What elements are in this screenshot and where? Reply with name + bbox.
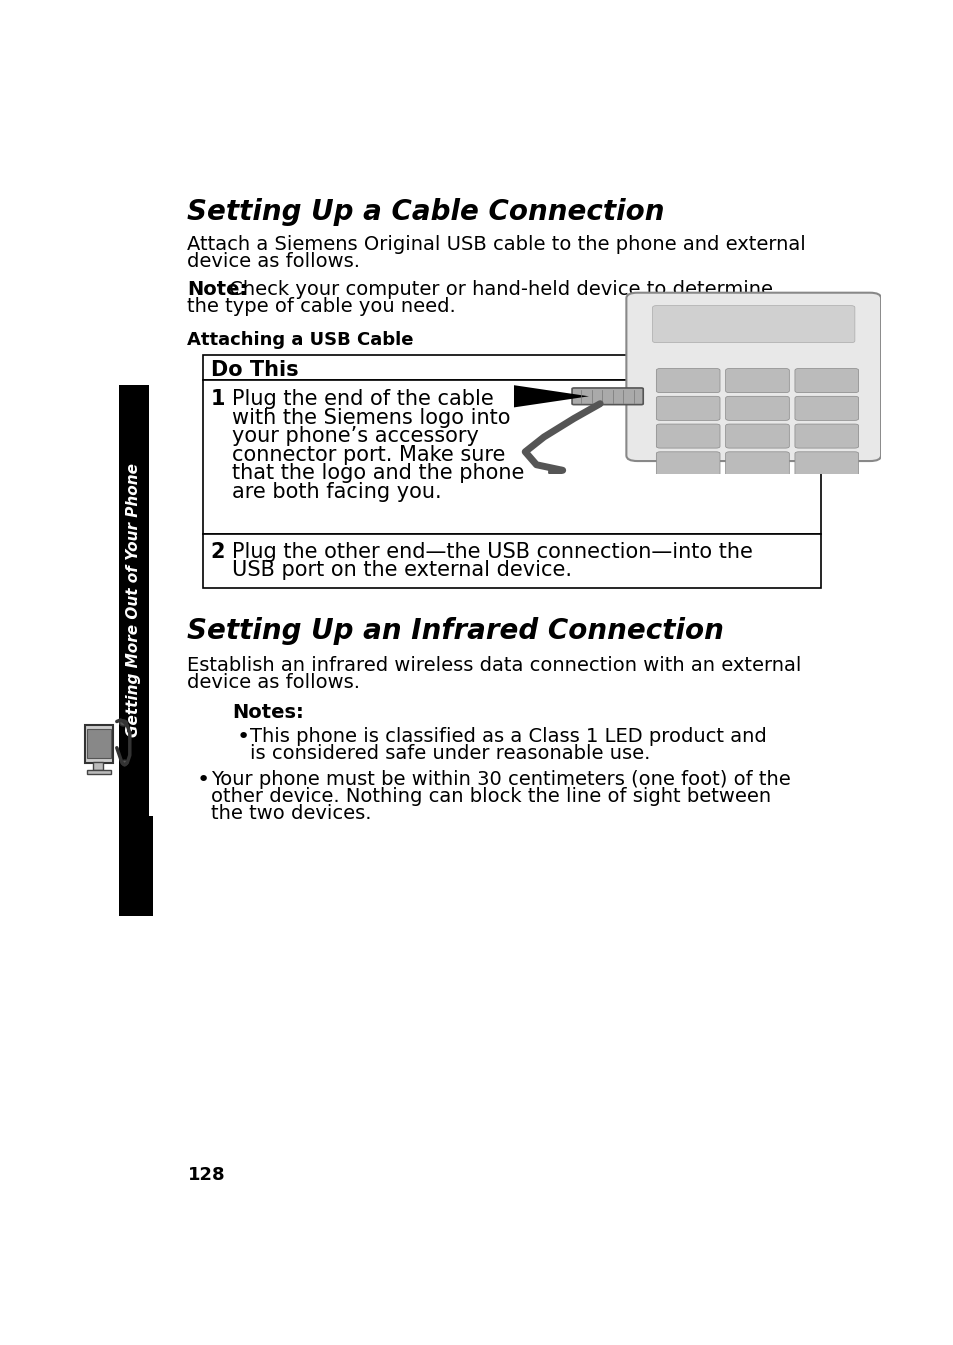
Text: Establish an infrared wireless data connection with an external: Establish an infrared wireless data conn…: [187, 656, 801, 675]
Text: device as follows.: device as follows.: [187, 253, 360, 272]
FancyBboxPatch shape: [794, 369, 858, 393]
Ellipse shape: [119, 720, 128, 726]
Text: the two devices.: the two devices.: [211, 803, 371, 823]
FancyBboxPatch shape: [656, 369, 720, 393]
FancyBboxPatch shape: [794, 452, 858, 476]
FancyBboxPatch shape: [725, 369, 788, 393]
Text: Getting More Out of Your Phone: Getting More Out of Your Phone: [127, 463, 141, 737]
Text: connector port. Make sure: connector port. Make sure: [233, 445, 505, 465]
Text: Setting Up an Infrared Connection: Setting Up an Infrared Connection: [187, 617, 723, 646]
Text: Do This: Do This: [211, 360, 298, 381]
Polygon shape: [514, 385, 588, 408]
Text: your phone’s accessory: your phone’s accessory: [233, 426, 478, 447]
Bar: [93, 763, 103, 771]
Text: Notes:: Notes:: [233, 703, 304, 722]
Bar: [119, 385, 149, 816]
FancyBboxPatch shape: [85, 725, 113, 763]
Text: 2: 2: [211, 542, 225, 562]
Text: Attach a Siemens Original USB cable to the phone and external: Attach a Siemens Original USB cable to t…: [187, 235, 805, 254]
FancyBboxPatch shape: [626, 293, 881, 461]
Text: Plug the other end—the USB connection—into the: Plug the other end—the USB connection—in…: [233, 542, 753, 562]
FancyBboxPatch shape: [725, 424, 788, 448]
Bar: [203, 381, 820, 534]
Bar: [203, 534, 820, 588]
FancyBboxPatch shape: [725, 397, 788, 421]
FancyBboxPatch shape: [725, 452, 788, 476]
Text: Your phone must be within 30 centimeters (one foot) of the: Your phone must be within 30 centimeters…: [211, 769, 790, 788]
Text: the type of cable you need.: the type of cable you need.: [187, 297, 456, 316]
Text: •: •: [236, 726, 250, 746]
Text: 1: 1: [211, 389, 225, 409]
FancyBboxPatch shape: [794, 397, 858, 421]
Ellipse shape: [121, 760, 128, 765]
Text: that the logo and the phone: that the logo and the phone: [233, 463, 524, 483]
Text: 128: 128: [187, 1166, 225, 1184]
Bar: [119, 816, 152, 916]
FancyBboxPatch shape: [572, 387, 642, 405]
Text: with the Siemens logo into: with the Siemens logo into: [233, 408, 511, 428]
Text: This phone is classified as a Class 1 LED product and: This phone is classified as a Class 1 LE…: [250, 726, 766, 745]
Text: •: •: [196, 769, 210, 790]
Text: device as follows.: device as follows.: [187, 672, 360, 691]
FancyBboxPatch shape: [652, 305, 854, 343]
FancyBboxPatch shape: [656, 424, 720, 448]
Text: is considered safe under reasonable use.: is considered safe under reasonable use.: [250, 744, 650, 763]
FancyBboxPatch shape: [656, 397, 720, 421]
Text: Note:: Note:: [187, 280, 248, 299]
Text: Setting Up a Cable Connection: Setting Up a Cable Connection: [187, 198, 664, 226]
Text: Check your computer or hand-held device to determine: Check your computer or hand-held device …: [223, 280, 772, 299]
FancyBboxPatch shape: [794, 424, 858, 448]
Text: USB port on the external device.: USB port on the external device.: [233, 561, 572, 580]
Bar: [87, 769, 111, 773]
Text: are both facing you.: are both facing you.: [233, 482, 441, 502]
Text: Plug the end of the cable: Plug the end of the cable: [233, 389, 494, 409]
FancyBboxPatch shape: [656, 452, 720, 476]
Bar: [87, 729, 111, 757]
Bar: [203, 355, 820, 381]
Text: other device. Nothing can block the line of sight between: other device. Nothing can block the line…: [211, 787, 770, 806]
Text: Attaching a USB Cable: Attaching a USB Cable: [187, 331, 414, 348]
